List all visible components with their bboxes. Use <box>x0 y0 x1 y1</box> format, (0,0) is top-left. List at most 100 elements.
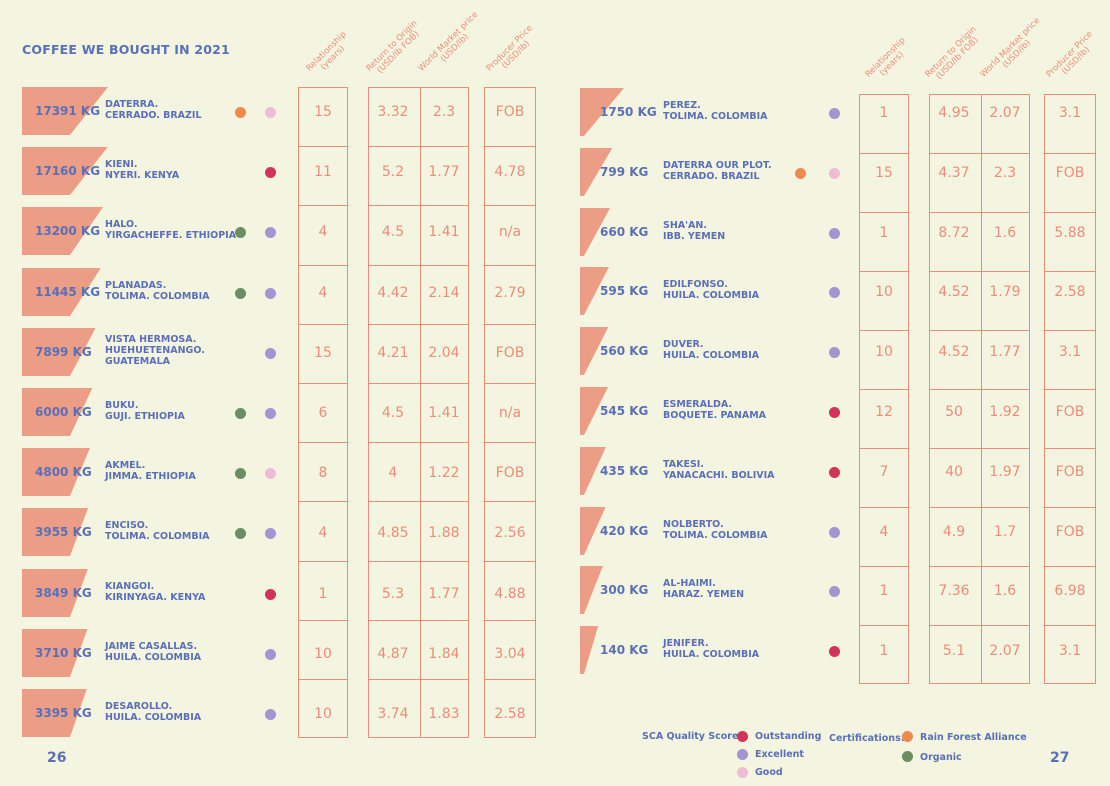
farm-line: EDILFONSO. <box>663 279 728 291</box>
return-to-origin-cell: 3.74 <box>377 706 409 722</box>
return-to-origin-cell: 4.5 <box>381 405 405 421</box>
quantity-shape <box>22 267 101 316</box>
farm-line: ESMERALDA. <box>663 399 733 410</box>
row-divider <box>485 383 535 384</box>
farm-line: TOLIMA. COLOMBIA <box>105 290 210 302</box>
world-market-price-cell: 1.41 <box>428 224 460 241</box>
world-market-price-cell: 1.77 <box>989 344 1021 361</box>
relationship-years-cell: 10 <box>875 344 893 361</box>
coffee-row: 660 KG SHA'AN. IBB. YEMEN 1 8.72 1.6 5.88 <box>0 207 1110 258</box>
row-divider <box>299 501 347 503</box>
producer-price-cell: 3.1 <box>1058 105 1082 121</box>
organic-dot-icon <box>235 528 246 540</box>
farm-line: AL-HAIMI. <box>663 578 716 590</box>
farm-line: GUATEMALA <box>105 355 171 367</box>
excellent-dot-icon <box>265 709 276 720</box>
row-divider <box>369 383 468 384</box>
rainforest-dot-icon <box>795 167 806 179</box>
relationship-years-cell: 1 <box>879 643 889 660</box>
row-divider <box>1045 153 1095 154</box>
quantity-shape <box>580 506 606 555</box>
farm-line: TAKESI. <box>663 458 704 470</box>
row-divider <box>299 264 347 266</box>
row-divider <box>860 566 908 567</box>
row-divider <box>485 442 535 444</box>
row-divider <box>930 625 1029 626</box>
excellent-dot-icon <box>829 108 840 119</box>
row-divider <box>1045 212 1095 213</box>
organic-dot-icon <box>235 468 246 480</box>
world-market-price-cell: 1.7 <box>993 523 1017 540</box>
page-title: COFFEE WE BOUGHT IN 2021 <box>22 42 230 57</box>
excellent-dot-icon <box>265 648 276 660</box>
farm-name: PEREZ. TOLIMA. COLOMBIA <box>663 100 767 122</box>
excellent-dot-icon <box>829 586 840 598</box>
row-divider <box>369 501 468 503</box>
quantity-shape <box>580 327 609 376</box>
farm-line: HUILA. COLOMBIA <box>105 712 202 723</box>
quantity-kg: 11445 KG <box>35 284 101 299</box>
producer-price-cell: 6.98 <box>1054 583 1086 600</box>
left-price-column-frame <box>368 87 469 739</box>
coffee-row: 545 KG ESMERALDA. BOQUETE. PANAMA 12 50 1.92 F… <box>0 387 1110 437</box>
return-to-origin-cell: 50 <box>945 404 963 420</box>
quantity-kg: 140 KG <box>600 643 649 658</box>
quantity-shape <box>580 88 624 136</box>
coffee-row: 3849 KG KIANGOI. KIRINYAGA. KENYA 1 5.3 1.77 4… <box>0 568 1110 619</box>
return-to-origin-cell: 4.85 <box>377 525 409 542</box>
coffee-row: 595 KG EDILFONSO. HUILA. COLOMBIA 10 4.52 1.7… <box>0 267 1110 317</box>
row-divider <box>485 146 535 148</box>
coffee-row: 17160 KG KIENI. NYERI. KENYA 11 5.2 1.77 4.78 <box>0 147 1110 197</box>
coffee-row: 435 KG TAKESI. YANACACHI. BOLIVIA 7 40 1.97 FO… <box>0 446 1110 497</box>
farm-line: TOLIMA. COLOMBIA <box>105 531 210 543</box>
outstanding-dot-icon <box>737 731 748 742</box>
relationship-years-cell: 7 <box>879 463 889 480</box>
quantity-kg: 7899 KG <box>35 344 92 359</box>
return-to-origin-cell: 4.42 <box>377 284 409 301</box>
quantity-shape <box>580 566 603 615</box>
return-to-origin-cell: 4.5 <box>381 224 405 241</box>
relationship-years-cell: 4 <box>318 525 328 542</box>
farm-line: BUKU. <box>105 400 139 411</box>
row-divider <box>1045 389 1095 390</box>
quantity-shape <box>22 628 88 677</box>
row-divider <box>860 271 908 272</box>
relationship-years-cell: 15 <box>314 344 332 361</box>
producer-price-cell: 2.79 <box>494 284 526 301</box>
row-divider <box>1045 507 1095 508</box>
legend-organic: Organic <box>920 752 962 763</box>
world-market-price-cell: 2.3 <box>432 104 456 120</box>
row-divider <box>860 212 908 213</box>
row-divider <box>299 323 347 325</box>
farm-line: IBB. YEMEN <box>663 230 726 242</box>
farm-line: HUILA. COLOMBIA <box>105 651 202 663</box>
page-number-left: 26 <box>47 750 67 766</box>
excellent-dot-icon <box>265 227 276 239</box>
farm-line: HALO. <box>105 219 138 231</box>
column-divider <box>420 88 421 738</box>
world-market-price-cell: 1.88 <box>428 525 460 542</box>
world-market-price-cell: 1.77 <box>428 164 460 181</box>
row-divider <box>369 560 468 562</box>
row-divider <box>485 619 535 621</box>
quantity-kg: 3395 KG <box>35 706 92 720</box>
world-market-price-cell: 2.14 <box>428 284 460 301</box>
quantity-kg: 3710 KG <box>35 645 92 660</box>
farm-line: DUVER. <box>663 339 704 351</box>
world-market-price-cell: 1.6 <box>993 224 1017 241</box>
farm-name: VISTA HERMOSA. HUEHUETENANGO. GUATEMALA <box>105 334 205 367</box>
farm-line: JAIME CASALLAS. <box>105 640 198 652</box>
header-line: World Market price <box>978 15 1043 80</box>
row-divider <box>1045 448 1095 449</box>
farm-line: HUILA. COLOMBIA <box>663 350 760 362</box>
row-divider <box>930 212 1029 213</box>
quantity-shape <box>22 508 89 557</box>
producer-price-cell: FOB <box>495 104 525 120</box>
relationship-years-cell: 1 <box>318 585 328 602</box>
return-to-origin-cell: 4.21 <box>377 344 409 361</box>
farm-line: DESAROLLO. <box>105 701 173 712</box>
farm-line: KIENI. <box>105 159 138 171</box>
rainforest-dot-icon <box>235 107 246 118</box>
world-market-price-cell: 2.07 <box>989 105 1021 121</box>
row-divider <box>299 146 347 148</box>
